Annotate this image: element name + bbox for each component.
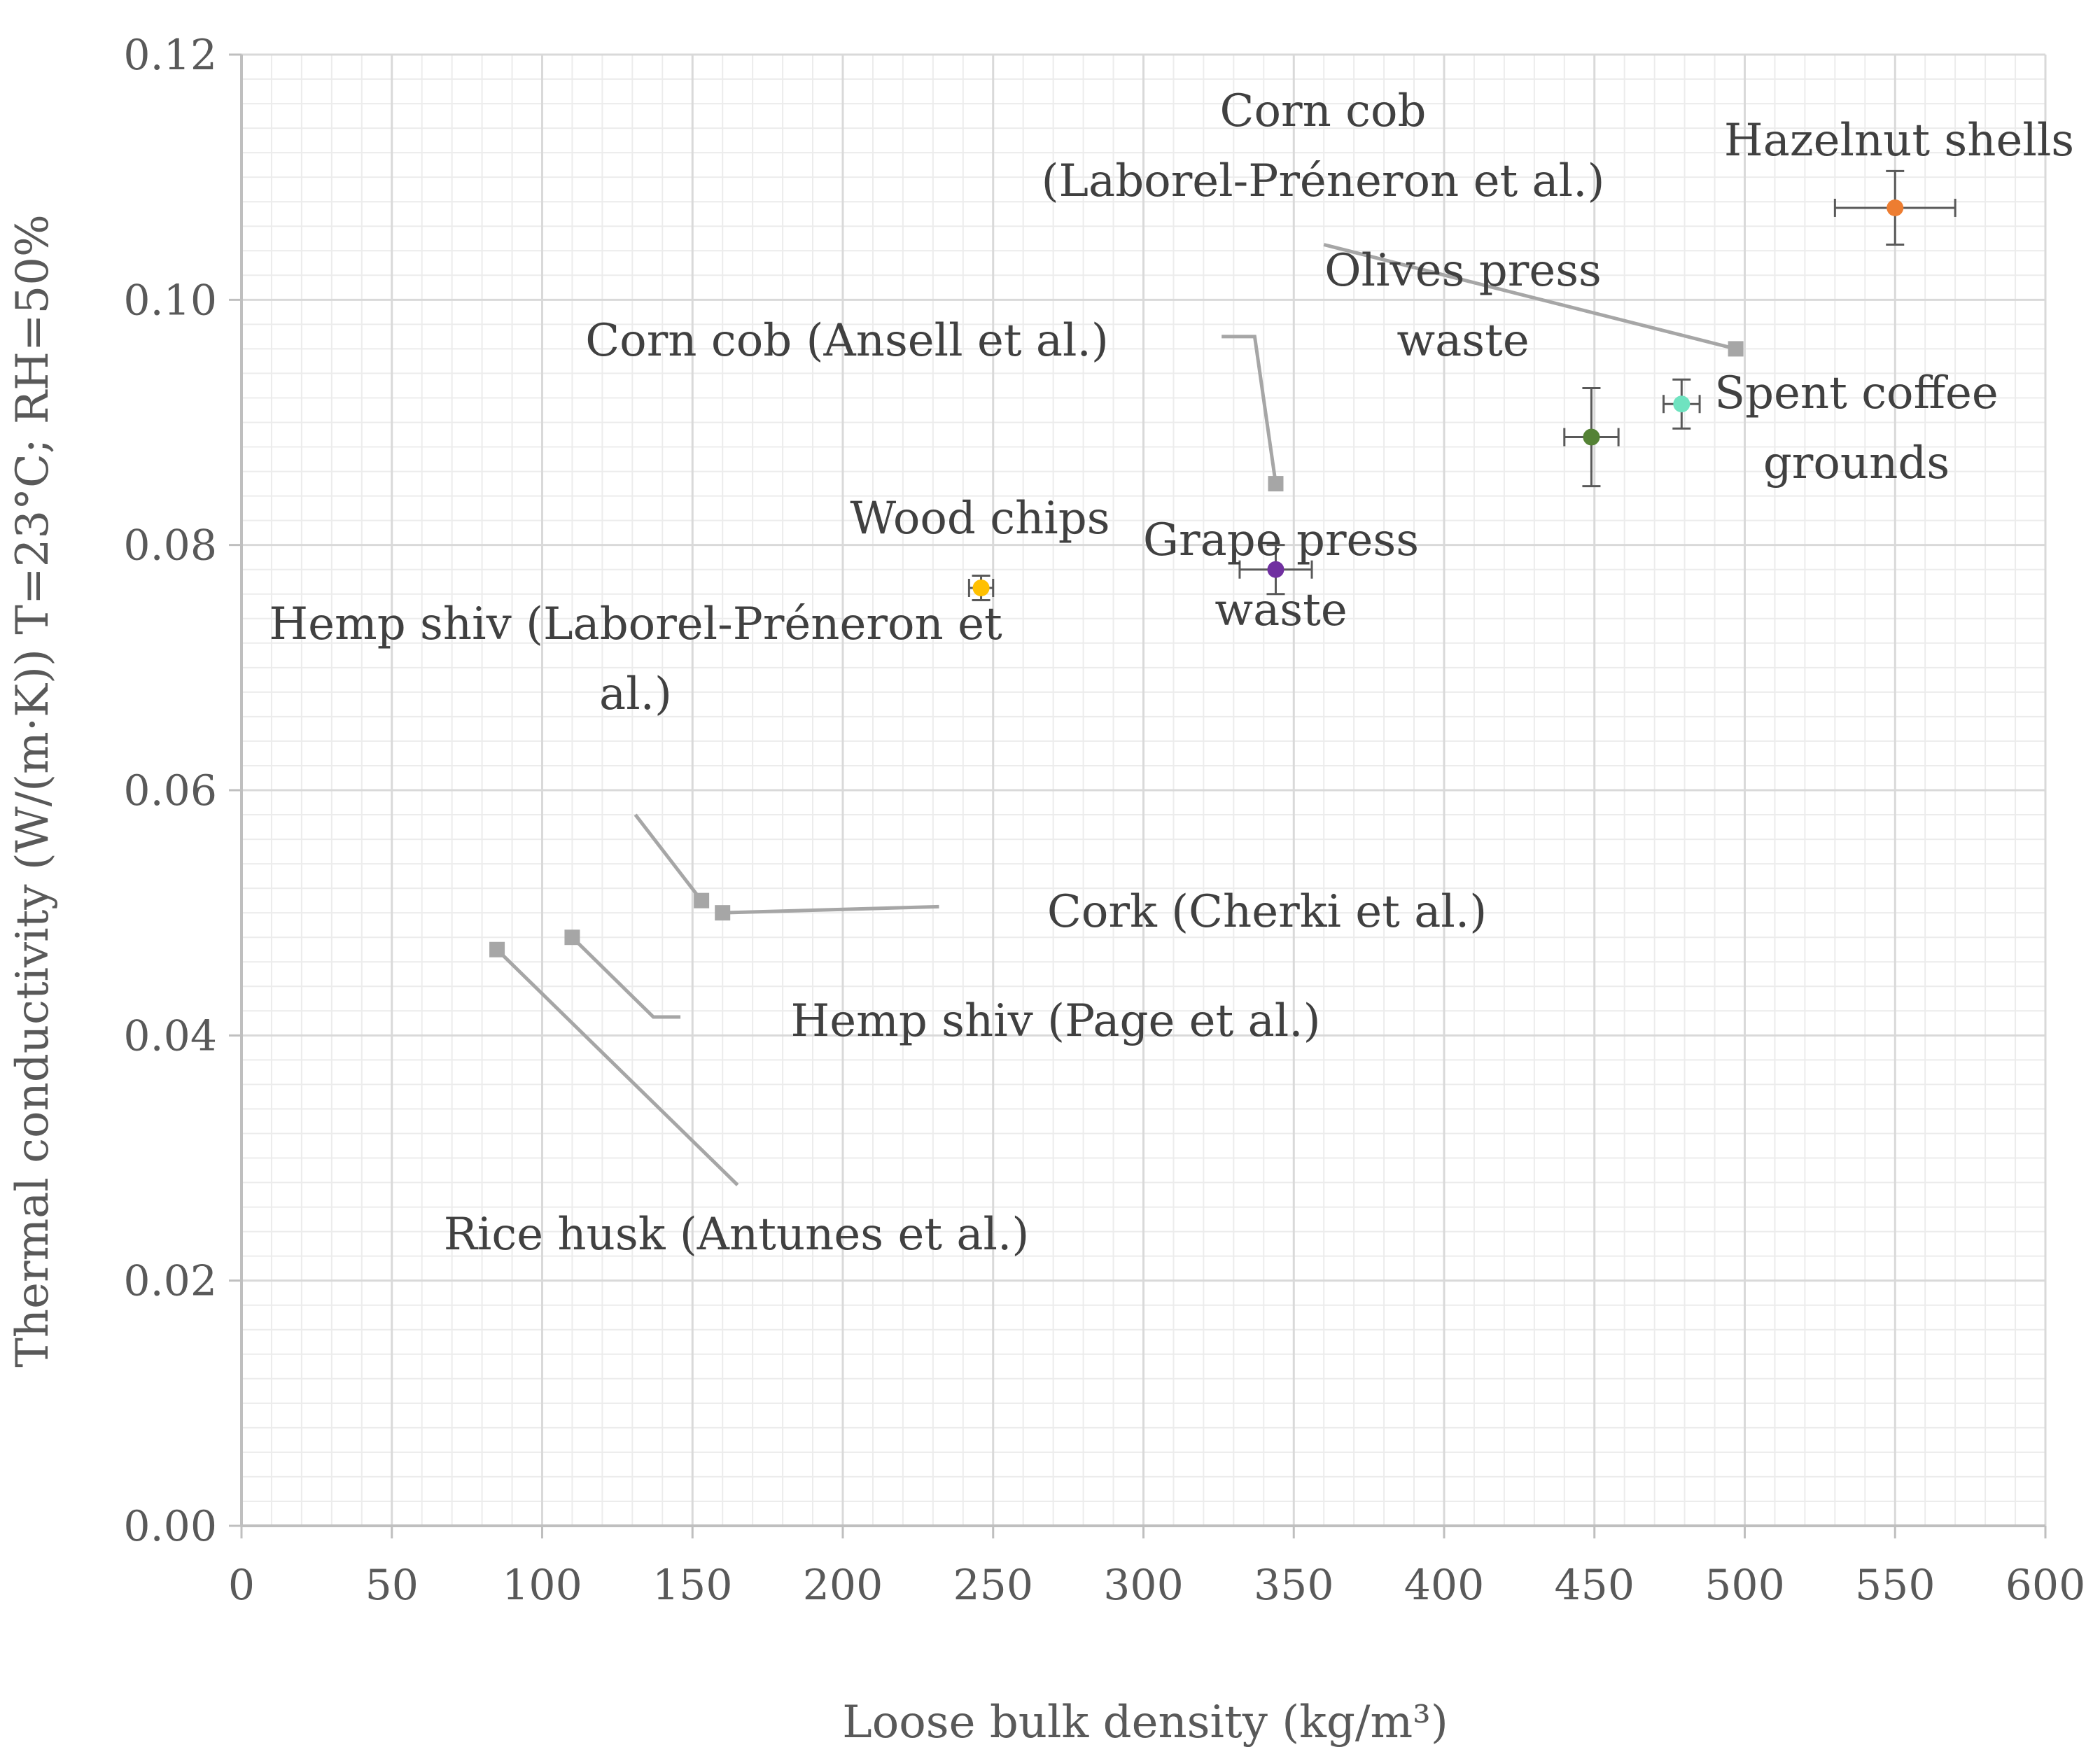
y-tick-label: 0.10 bbox=[123, 276, 217, 325]
label-line: Olives press bbox=[1324, 245, 1602, 297]
point-hemp-shiv-laborel-pr-neron-et-al bbox=[694, 892, 710, 908]
leader-line-2 bbox=[634, 813, 704, 902]
x-tick-label: 50 bbox=[365, 1561, 419, 1610]
label-line: waste bbox=[1214, 584, 1347, 636]
point-cork-cherki-et-al bbox=[715, 905, 731, 921]
x-tick-label: 350 bbox=[1254, 1561, 1334, 1610]
point-grape-press-waste bbox=[1267, 561, 1284, 578]
point-rice-husk-antunes-et-al bbox=[489, 941, 505, 957]
label-line: waste bbox=[1396, 315, 1529, 367]
x-axis-tick-labels: 0 50 100 150 200 250 300 350 400 450 500 550 600 bbox=[228, 1561, 2085, 1610]
y-tick-label: 0.00 bbox=[123, 1502, 217, 1551]
label-corn-cob-laborel: Corn cob (Laborel-Préneron et al.) bbox=[1042, 85, 1605, 207]
major-gridlines bbox=[241, 53, 2047, 1526]
label-hazelnut-shells: Hazelnut shells bbox=[1724, 115, 2074, 167]
point-wood-chips bbox=[972, 579, 990, 596]
x-tick-label: 100 bbox=[502, 1561, 582, 1610]
point-labels: Hazelnut shells Spent coffee grounds Oliv… bbox=[269, 85, 2074, 1261]
leader-line-3 bbox=[722, 904, 939, 915]
label-corn-cob-ansell: Corn cob (Ansell et al.) bbox=[585, 315, 1109, 367]
label-hemp-shiv-page: Hemp shiv (Page et al.) bbox=[790, 995, 1320, 1047]
label-wood-chips: Wood chips bbox=[850, 493, 1110, 545]
point-spent-coffee-grounds bbox=[1673, 395, 1690, 413]
label-line: (Laborel-Préneron et al.) bbox=[1042, 155, 1605, 207]
label-line: al.) bbox=[599, 668, 672, 720]
label-leader-lines bbox=[496, 243, 1737, 1186]
y-axis-title: Thermal conductivity (W/(m·K)) T=23°C; R… bbox=[7, 214, 59, 1368]
label-line: grounds bbox=[1763, 437, 1949, 489]
label-rice-husk-antunes: Rice husk (Antunes et al.) bbox=[444, 1209, 1030, 1261]
label-spent-coffee-grounds: Spent coffee grounds bbox=[1714, 367, 1998, 489]
point-olives-press-waste bbox=[1583, 428, 1600, 446]
label-cork-cherki: Cork (Cherki et al.) bbox=[1047, 886, 1487, 938]
label-line: Grape press bbox=[1143, 514, 1419, 566]
label-line: Hemp shiv (Laborel-Préneron et bbox=[269, 598, 1002, 650]
x-tick-label: 150 bbox=[652, 1561, 733, 1610]
y-axis-tick-labels: 0.00 0.02 0.04 0.06 0.08 0.10 0.12 bbox=[123, 31, 217, 1551]
y-tick-label: 0.04 bbox=[123, 1011, 217, 1060]
point-corn-cob-ansell-et-al bbox=[1268, 476, 1284, 492]
label-line: Corn cob bbox=[1220, 85, 1427, 137]
x-axis-title: Loose bulk density (kg/m³) bbox=[842, 1697, 1448, 1748]
x-tick-label: 0 bbox=[228, 1561, 255, 1610]
data-points bbox=[489, 199, 1904, 957]
leader-line-0 bbox=[1323, 243, 1737, 351]
y-tick-label: 0.12 bbox=[123, 31, 217, 80]
x-tick-label: 250 bbox=[953, 1561, 1033, 1610]
y-tick-label: 0.06 bbox=[123, 766, 217, 815]
point-corn-cob-laborel-pr-neron-et-al bbox=[1728, 341, 1744, 357]
label-olives-press-waste: Olives press waste bbox=[1324, 245, 1602, 367]
x-tick-label: 400 bbox=[1404, 1561, 1485, 1610]
y-tick-label: 0.02 bbox=[123, 1257, 217, 1306]
x-tick-label: 600 bbox=[2005, 1561, 2086, 1610]
point-hazelnut-shells bbox=[1886, 199, 1904, 216]
x-tick-label: 550 bbox=[1855, 1561, 1935, 1610]
x-tick-label: 200 bbox=[803, 1561, 883, 1610]
label-grape-press-waste: Grape press waste bbox=[1143, 514, 1419, 636]
label-line: Spent coffee bbox=[1714, 367, 1998, 419]
label-hemp-shiv-laborel: Hemp shiv (Laborel-Préneron et al.) bbox=[269, 598, 1002, 720]
axes bbox=[229, 53, 2047, 1538]
leader-line-1 bbox=[1222, 335, 1278, 484]
leader-line-5 bbox=[496, 948, 739, 1186]
y-tick-label: 0.08 bbox=[123, 521, 217, 570]
x-tick-label: 450 bbox=[1554, 1561, 1634, 1610]
x-tick-label: 300 bbox=[1103, 1561, 1184, 1610]
x-tick-label: 500 bbox=[1704, 1561, 1785, 1610]
point-hemp-shiv-page-et-al bbox=[564, 929, 580, 946]
leader-line-4 bbox=[570, 936, 681, 1019]
